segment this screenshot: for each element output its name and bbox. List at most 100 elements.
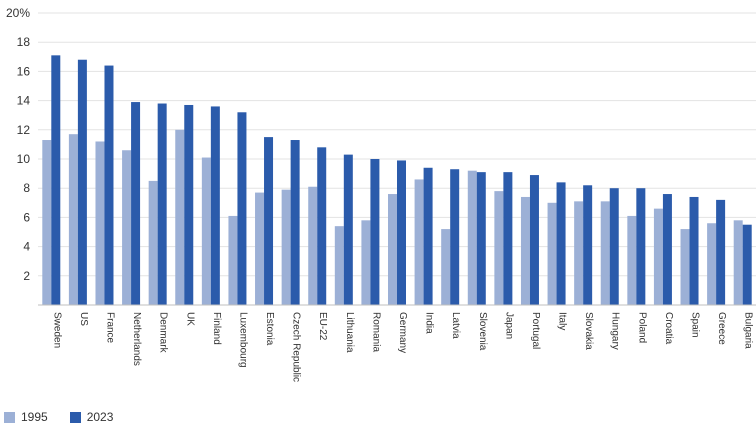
x-category-label: Italy bbox=[557, 312, 568, 330]
x-category-label: Slovakia bbox=[583, 312, 594, 350]
bar-1995-slovenia bbox=[467, 170, 477, 305]
x-category-label: EU-22 bbox=[317, 312, 328, 341]
x-category-label: India bbox=[424, 312, 435, 334]
bar-1995-hungary bbox=[600, 201, 610, 305]
bar-1995-estonia bbox=[255, 192, 265, 305]
bar-2023-japan bbox=[503, 172, 513, 305]
y-tick-label: 16 bbox=[17, 64, 31, 78]
bar-1995-denmark bbox=[148, 180, 158, 305]
bar-1995-sweden bbox=[42, 140, 52, 305]
x-category-label: Romania bbox=[370, 312, 381, 352]
bar-2023-hungary bbox=[609, 188, 619, 305]
bar-1995-eu-22 bbox=[308, 186, 318, 305]
bar-2023-poland bbox=[636, 188, 646, 305]
x-category-label: Czech Republic bbox=[291, 312, 302, 382]
x-category-label: Sweden bbox=[51, 312, 62, 348]
legend: 1995 2023 bbox=[4, 410, 113, 424]
bar-1995-czech-republic bbox=[281, 189, 291, 305]
x-category-label: Spain bbox=[690, 312, 701, 338]
x-category-label: Denmark bbox=[158, 312, 169, 354]
x-category-label: US bbox=[78, 312, 89, 326]
x-category-label: Germany bbox=[397, 312, 408, 353]
bar-2023-italy bbox=[556, 182, 566, 305]
x-category-label: Lithuania bbox=[344, 312, 355, 353]
x-category-label: Estonia bbox=[264, 312, 275, 346]
legend-swatch-2023 bbox=[69, 411, 81, 423]
bar-1995-netherlands bbox=[122, 150, 132, 305]
x-category-label: Hungary bbox=[610, 312, 621, 350]
bar-2023-greece bbox=[716, 199, 726, 305]
bar-1995-bulgaria bbox=[733, 220, 743, 305]
y-tick-label: 20% bbox=[6, 6, 30, 20]
bar-2023-us bbox=[77, 59, 87, 305]
bar-1995-slovakia bbox=[574, 201, 584, 305]
x-category-label: France bbox=[104, 312, 115, 344]
bar-2023-uk bbox=[184, 104, 194, 305]
bar-2023-sweden bbox=[51, 55, 61, 306]
bar-2023-india bbox=[423, 167, 433, 305]
y-tick-label: 8 bbox=[23, 181, 30, 195]
bar-2023-czech-republic bbox=[290, 140, 300, 305]
bar-1995-portugal bbox=[520, 196, 530, 305]
x-category-label: Latvia bbox=[450, 312, 461, 339]
y-tick-label: 4 bbox=[23, 240, 30, 254]
bar-2023-portugal bbox=[529, 175, 539, 305]
bar-1995-japan bbox=[494, 191, 504, 305]
bar-1995-india bbox=[414, 179, 424, 305]
bar-1995-spain bbox=[680, 229, 690, 305]
y-tick-label: 2 bbox=[23, 269, 30, 283]
bar-1995-luxembourg bbox=[228, 215, 238, 305]
bar-1995-greece bbox=[707, 223, 717, 305]
x-category-label: Netherlands bbox=[131, 312, 142, 366]
legend-item-1995: 1995 bbox=[4, 410, 48, 424]
y-tick-label: 18 bbox=[17, 35, 31, 49]
bar-2023-croatia bbox=[662, 194, 672, 305]
legend-swatch-1995 bbox=[4, 411, 15, 423]
bar-1995-romania bbox=[361, 220, 371, 305]
x-category-label: Bulgaria bbox=[743, 312, 754, 349]
x-category-label: Luxembourg bbox=[237, 312, 248, 368]
y-tick-label: 12 bbox=[17, 123, 31, 137]
y-tick-label: 14 bbox=[17, 94, 31, 108]
x-category-label: Poland bbox=[636, 312, 647, 343]
bar-1995-uk bbox=[175, 129, 185, 305]
bar-chart: 2 4 6 8 10 12 14 16 18 20% Sweden US France Netherla… bbox=[6, 6, 756, 382]
x-category-label: Slovenia bbox=[477, 312, 488, 351]
bar-1995-italy bbox=[547, 202, 557, 305]
bar-2023-denmark bbox=[157, 103, 167, 306]
bar-1995-france bbox=[95, 141, 105, 305]
bar-2023-slovakia bbox=[583, 185, 593, 305]
bar-2023-latvia bbox=[450, 169, 460, 305]
x-category-label: UK bbox=[184, 312, 195, 326]
legend-item-2023: 2023 bbox=[69, 410, 114, 424]
bar-2023-netherlands bbox=[131, 102, 141, 305]
bar-2023-finland bbox=[210, 106, 220, 305]
x-category-label: Portugal bbox=[530, 312, 541, 349]
bar-1995-croatia bbox=[653, 208, 663, 305]
x-category-label: Greece bbox=[716, 312, 727, 345]
x-category-label: Croatia bbox=[663, 312, 674, 345]
x-axis-category-labels: Sweden US France Netherlands Denmark UK Finlan… bbox=[51, 312, 753, 382]
bar-2023-estonia bbox=[264, 137, 274, 305]
bar-2023-luxembourg bbox=[237, 112, 247, 305]
bar-2023-bulgaria bbox=[742, 224, 752, 305]
y-tick-label: 6 bbox=[23, 210, 30, 224]
bar-2023-france bbox=[104, 65, 114, 305]
legend-label-2023: 2023 bbox=[86, 410, 114, 424]
bar-1995-latvia bbox=[441, 229, 451, 305]
bar-2023-spain bbox=[689, 196, 699, 305]
bar-1995-us bbox=[68, 134, 78, 305]
x-category-label: Japan bbox=[503, 312, 514, 339]
bar-1995-finland bbox=[201, 157, 211, 305]
bar-2023-romania bbox=[370, 159, 380, 305]
y-tick-label: 10 bbox=[17, 152, 31, 166]
bar-1995-lithuania bbox=[334, 226, 344, 305]
bars bbox=[42, 55, 752, 306]
y-axis-ticks: 2 4 6 8 10 12 14 16 18 20% bbox=[6, 6, 30, 283]
bar-2023-lithuania bbox=[343, 154, 353, 305]
x-category-label: Finland bbox=[211, 312, 222, 345]
bar-1995-germany bbox=[388, 194, 397, 305]
bar-2023-germany bbox=[397, 160, 406, 305]
bar-2023-slovenia bbox=[476, 172, 486, 305]
bar-2023-eu-22 bbox=[317, 147, 327, 305]
